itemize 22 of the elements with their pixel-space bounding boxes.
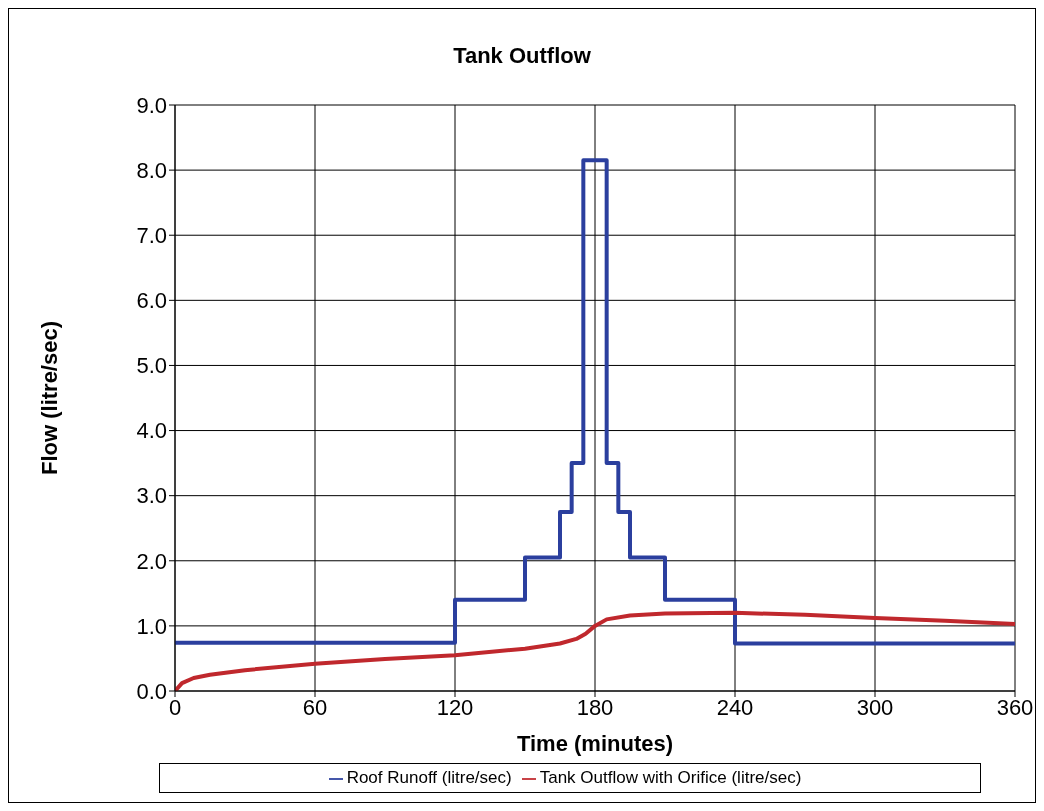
y-tick-label: 1.0 bbox=[136, 613, 167, 639]
y-tick-label: 9.0 bbox=[136, 92, 167, 118]
y-tick-label: 7.0 bbox=[136, 223, 167, 249]
chart-title: Tank Outflow bbox=[452, 43, 592, 69]
y-tick-label: 8.0 bbox=[136, 157, 167, 183]
x-tick-label: 0 bbox=[168, 694, 182, 720]
legend-label: Roof Runoff (litre/sec) bbox=[346, 768, 512, 787]
x-tick-label: 180 bbox=[576, 694, 614, 720]
y-tick-label: 5.0 bbox=[136, 353, 167, 379]
y-tick-label: 4.0 bbox=[136, 418, 167, 444]
x-tick-label: 300 bbox=[856, 694, 894, 720]
x-tick-label: 60 bbox=[302, 694, 328, 720]
x-tick-label: 120 bbox=[436, 694, 474, 720]
y-tick-label: 2.0 bbox=[136, 548, 167, 574]
y-tick-label: 6.0 bbox=[136, 288, 167, 314]
x-axis-title: Time (minutes) bbox=[516, 731, 674, 756]
y-tick-label: 3.0 bbox=[136, 483, 167, 509]
y-axis-title: Flow (litre/sec) bbox=[36, 320, 62, 476]
legend-label: Tank Outflow with Orifice (litre/sec) bbox=[539, 768, 802, 787]
y-tick-label: 0.0 bbox=[136, 678, 167, 704]
x-tick-label: 360 bbox=[996, 694, 1034, 720]
x-tick-label: 240 bbox=[716, 694, 754, 720]
